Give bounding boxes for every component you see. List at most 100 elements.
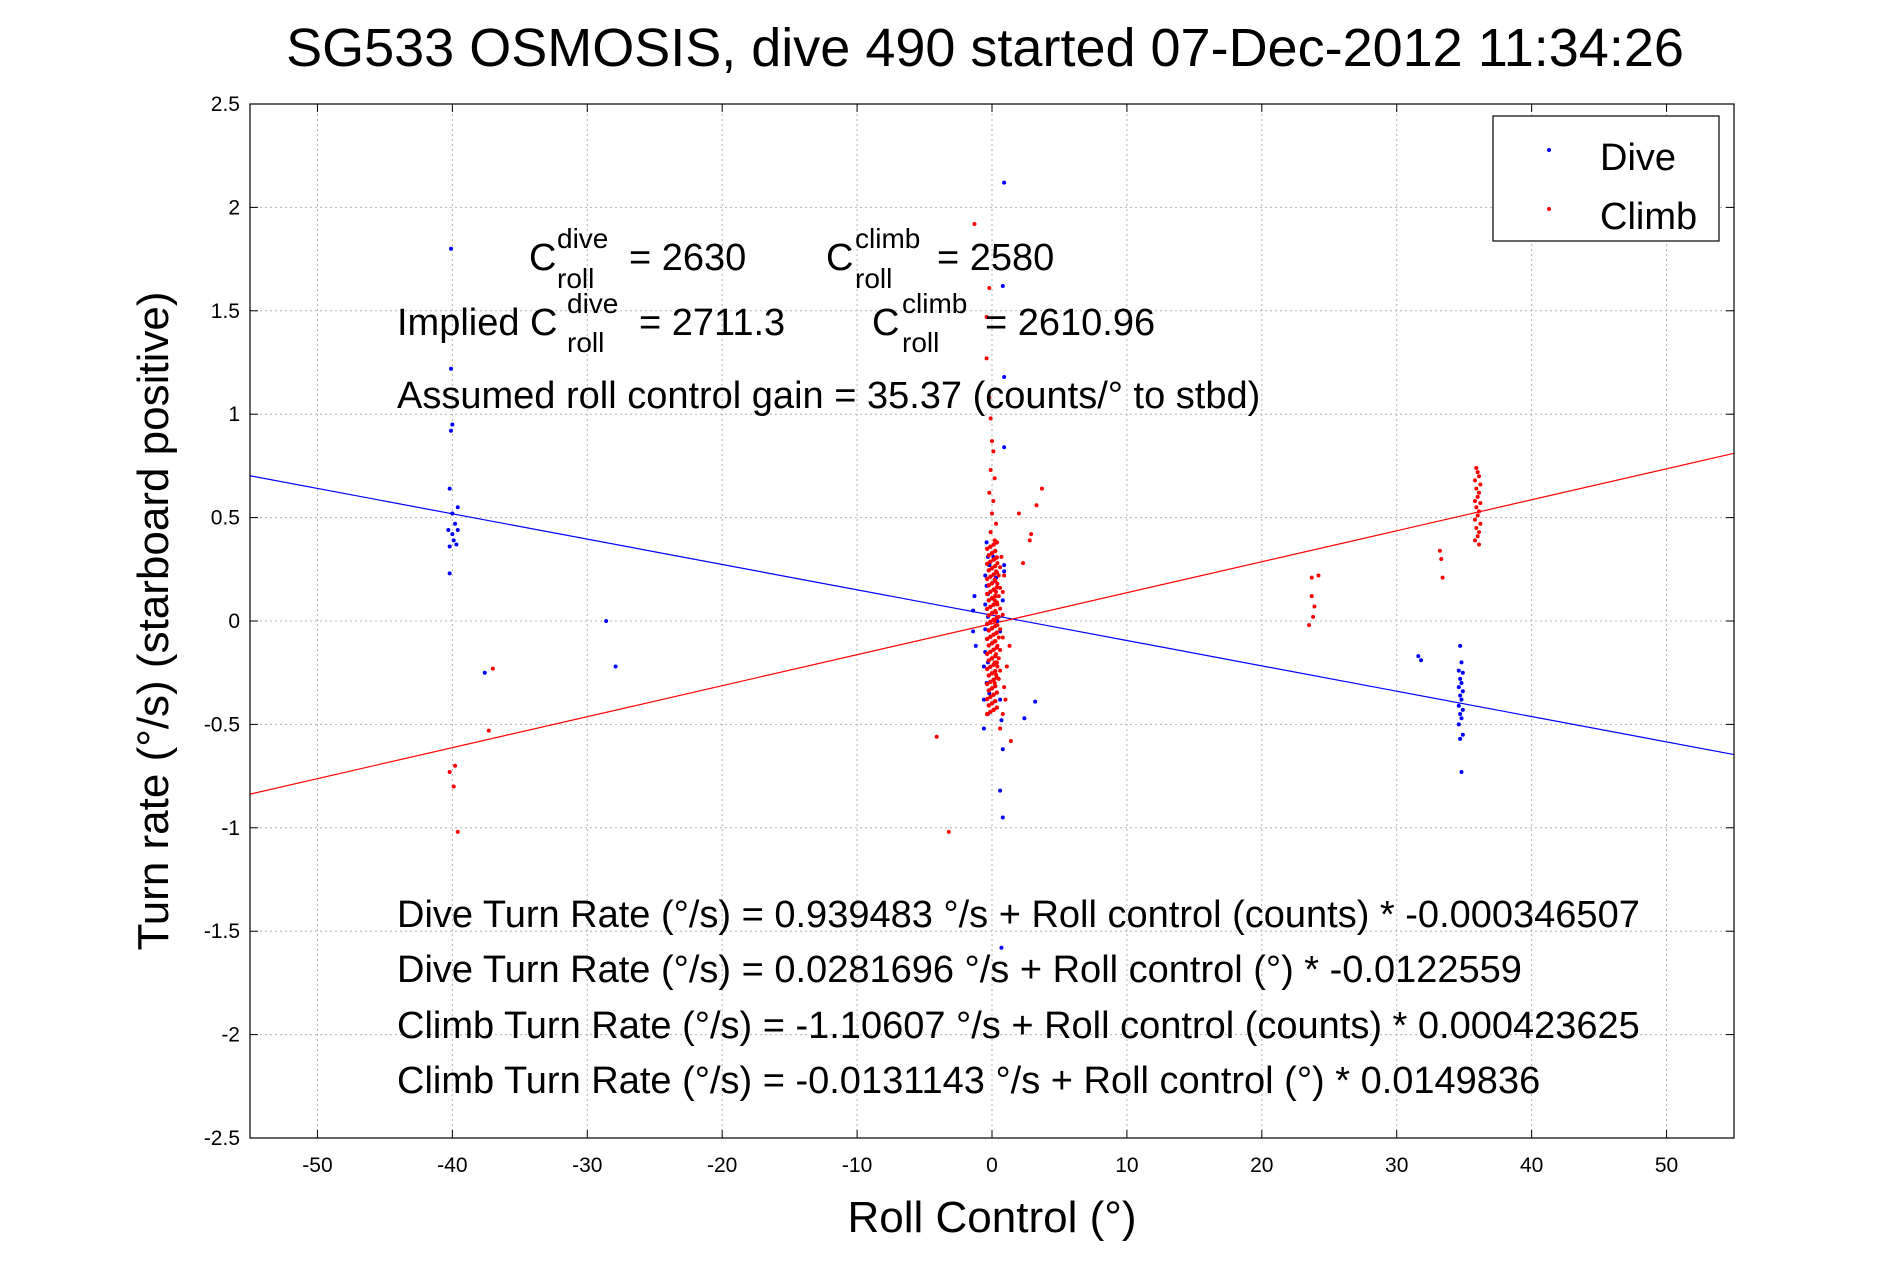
cluster-point <box>989 656 995 661</box>
dive-point <box>984 540 989 545</box>
y-tick-label: -1.5 <box>204 920 240 943</box>
cluster-point <box>996 594 1001 599</box>
dense-cluster <box>984 540 1003 717</box>
cluster-point <box>995 623 1000 628</box>
cluster-point <box>984 621 990 627</box>
cluster-point <box>989 626 995 631</box>
climb-point <box>987 286 992 291</box>
cluster-point <box>986 673 991 678</box>
climb-point <box>1021 561 1026 566</box>
dive-point <box>1458 676 1463 681</box>
cluster-point <box>991 572 996 577</box>
legend-label-climb: Climb <box>1600 196 1697 238</box>
dive-point <box>453 521 458 526</box>
legend: Dive Climb <box>1492 115 1720 242</box>
implied-climb-sup: climb <box>902 288 967 319</box>
annotation-c-roll-dive: C dive roll = 2630 <box>529 223 746 294</box>
cluster-point <box>992 598 997 603</box>
cluster-point <box>988 694 993 700</box>
dive-point <box>604 619 609 623</box>
dive-point <box>482 670 487 675</box>
y-axis-label: Turn rate (°/s) (starboard positive) <box>129 291 178 950</box>
cluster-point <box>991 677 996 682</box>
dive-point <box>1000 815 1005 820</box>
climb-point <box>1016 511 1021 516</box>
cluster-point <box>988 589 993 594</box>
dive-point <box>1002 569 1007 574</box>
cluster-point <box>996 635 1001 640</box>
c-roll-dive-base: C <box>529 237 556 279</box>
climb-point <box>455 829 460 834</box>
cluster-point <box>986 643 991 648</box>
dive-point <box>1002 180 1007 185</box>
equation-dive-counts: Dive Turn Rate (°/s) = 0.939483 °/s + Ro… <box>397 894 1640 936</box>
cluster-point <box>989 686 995 691</box>
climb-point <box>1309 594 1314 599</box>
cluster-point <box>993 668 998 674</box>
x-tick-label: 0 <box>986 1154 998 1177</box>
axis-ticks: -50 -40 -30 -20 -10 0 10 20 30 40 50-2.5-2-1.5-1-0… <box>204 93 1734 1177</box>
equation-climb-degrees: Climb Turn Rate (°/s) = -0.0131143 °/s +… <box>397 1060 1540 1102</box>
cluster-point <box>986 568 991 573</box>
cluster-point <box>984 681 990 687</box>
climb-point <box>1474 486 1479 491</box>
dive-point <box>1000 598 1005 603</box>
climb-point <box>1472 478 1477 483</box>
climb-point <box>988 468 993 473</box>
cluster-point <box>986 613 991 618</box>
dive-point <box>1022 716 1027 721</box>
climb-point <box>1003 697 1008 702</box>
cluster-point <box>994 672 999 677</box>
implied-climb-base: C <box>872 302 899 344</box>
cluster-point <box>993 593 998 599</box>
cluster-point <box>993 683 998 689</box>
dive-point <box>981 697 986 702</box>
cluster-point <box>998 647 1003 652</box>
climb-point <box>1475 513 1480 518</box>
climb-point <box>987 490 992 495</box>
cluster-point <box>988 544 993 549</box>
cluster-point <box>988 664 993 670</box>
dive-point <box>1458 712 1463 717</box>
x-tick-label: 30 <box>1385 1154 1408 1177</box>
dive-point <box>973 643 978 648</box>
climb-point <box>447 769 452 774</box>
cluster-point <box>994 585 1000 590</box>
cluster-point <box>989 580 995 586</box>
cluster-point <box>996 676 1001 681</box>
cluster-point <box>996 614 1001 619</box>
legend-marker-climb <box>1547 207 1551 211</box>
cluster-point <box>995 643 1000 648</box>
equation-climb-counts: Climb Turn Rate (°/s) = -1.10607 °/s + R… <box>397 1005 1640 1047</box>
implied-dive-sub: roll <box>567 327 604 358</box>
x-tick-label: 20 <box>1250 1154 1273 1177</box>
climb-point <box>1478 482 1483 487</box>
cluster-point <box>994 569 999 574</box>
cluster-point <box>991 602 996 607</box>
dive-point <box>1459 769 1464 774</box>
dive-point <box>971 608 976 613</box>
climb-point <box>1474 505 1479 510</box>
cluster-point <box>992 681 997 686</box>
climb-point <box>1027 538 1032 543</box>
cluster-point <box>992 556 997 561</box>
implied-prefix: Implied C <box>397 302 558 344</box>
climb-point <box>1029 532 1034 537</box>
dive-point <box>1460 670 1465 675</box>
cluster-point <box>988 709 993 715</box>
cluster-point <box>986 583 991 588</box>
equation-dive-degrees: Dive Turn Rate (°/s) = 0.0281696 °/s + R… <box>397 949 1522 991</box>
c-roll-dive-sub: roll <box>557 263 594 294</box>
y-tick-label: 2.5 <box>211 93 240 116</box>
cluster-point <box>989 671 995 676</box>
x-tick-label: -20 <box>707 1154 737 1177</box>
c-roll-dive-sup: dive <box>557 223 608 254</box>
dive-point <box>1416 654 1421 659</box>
climb-point <box>1312 604 1317 609</box>
climb-point <box>999 554 1004 559</box>
dive-point <box>1002 374 1007 379</box>
climb-point <box>1475 534 1480 539</box>
y-tick-label: 1 <box>228 403 240 426</box>
cluster-point <box>988 679 993 685</box>
